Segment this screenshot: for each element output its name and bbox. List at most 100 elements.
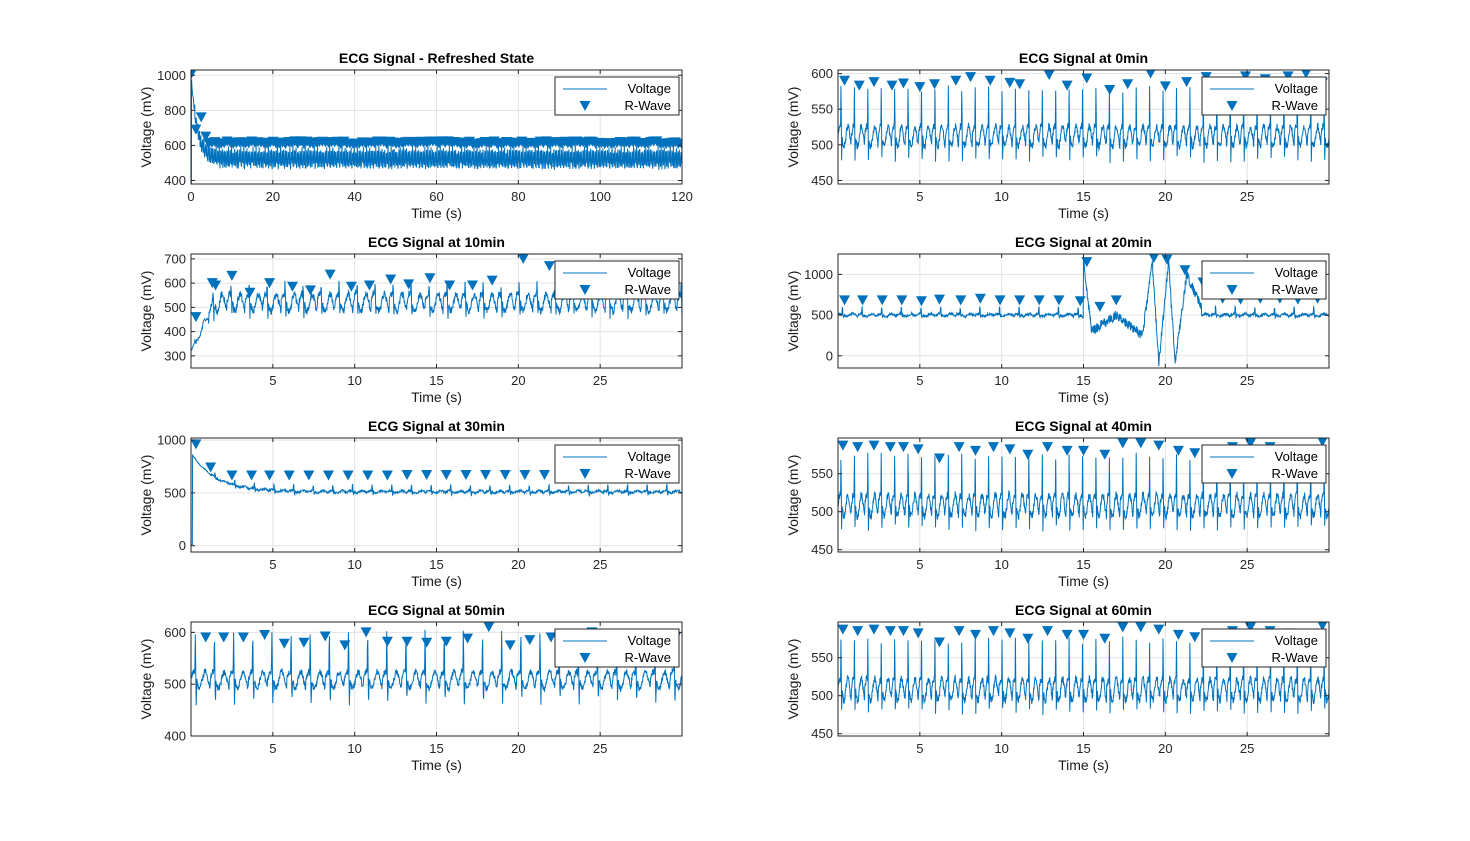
y-tick-label: 1000 [157,68,186,83]
rwave-marker [912,628,924,639]
rwave-marker [1078,629,1089,640]
rwave-marker [1014,295,1026,306]
rwave-marker [1244,438,1256,449]
rwave-marker [218,632,230,643]
rwave-marker [298,637,310,648]
x-tick-label: 5 [269,373,276,388]
x-axis-label: Time (s) [1058,573,1109,589]
x-tick-label: 15 [429,557,443,572]
y-tick-label: 450 [811,726,833,741]
rwave-marker [322,470,334,481]
x-tick-label: 25 [1240,741,1254,756]
rwave-marker [421,637,433,648]
voltage-series-line [838,85,1329,164]
rwave-marker [319,631,331,642]
x-tick-label: 20 [1158,189,1172,204]
legend-box [1201,444,1327,484]
legend: Voltage R-Wave [1201,628,1327,668]
chart-title: ECG Signal at 60min [1015,602,1152,618]
rwave-marker [403,279,415,290]
legend-rwave-label: R-Wave [1272,466,1318,481]
rwave-marker [264,470,276,481]
x-tick-label: 20 [511,557,525,572]
rwave-marker [480,469,492,480]
rwave-marker [915,296,927,307]
x-tick-label: 20 [1158,373,1172,388]
y-tick-label: 450 [811,173,833,188]
rwave-marker [1172,445,1184,456]
voltage-series-line [838,636,1329,716]
rwave-marker [504,640,516,651]
rwave-marker [897,442,909,453]
y-axis-label: Voltage (mV) [785,639,801,720]
rwave-marker [1161,254,1173,265]
rwave-marker [1153,440,1165,451]
x-axis-label: Time (s) [411,573,462,589]
x-tick-label: 15 [1076,373,1090,388]
legend-voltage-label: Voltage [628,81,671,96]
rwave-marker [210,280,222,291]
rwave-marker [499,469,511,480]
y-tick-label: 550 [811,466,833,481]
rwave-marker [1061,445,1073,456]
rwave-marker [933,453,945,464]
x-tick-label: 10 [994,557,1008,572]
subplot-t20: 5 10 15 20 25 0 500 1000 ECG Signal at 20min Time… [785,234,1330,405]
chart-title: ECG Signal at 0min [1019,50,1148,66]
rwave-marker [886,80,898,91]
rwave-marker [1145,70,1156,79]
rwave-marker [974,293,986,304]
rwave-marker [852,442,864,453]
y-tick-label: 0 [826,348,833,363]
y-tick-label: 600 [164,625,186,640]
rwave-marker [965,72,977,83]
rwave-marker [933,294,945,305]
rwave-marker [363,280,375,291]
rwave-marker [1117,622,1129,633]
rwave-marker [1022,449,1034,460]
x-tick-label: 15 [1076,189,1090,204]
x-tick-label: 25 [1240,189,1254,204]
y-tick-label: 550 [811,102,833,117]
x-tick-label: 25 [1240,557,1254,572]
rwave-marker [987,626,999,637]
y-tick-label: 500 [164,300,186,315]
rwave-marker [1022,633,1034,644]
rwave-marker [955,295,967,306]
legend-rwave-swatch [1226,653,1238,663]
rwave-marker [286,281,298,292]
x-tick-label: 10 [347,741,361,756]
rwave-marker [1061,80,1073,91]
rwave-marker [401,469,413,480]
rwave-marker [1148,254,1159,264]
legend-rwave-label: R-Wave [1272,650,1318,665]
rwave-marker [200,131,212,142]
rwave-marker [1159,81,1171,92]
rwave-marker [933,637,945,648]
y-tick-label: 400 [164,173,186,188]
x-axis-label: Time (s) [411,205,462,221]
y-tick-label: 550 [811,650,833,665]
legend-rwave-label: R-Wave [1272,282,1318,297]
x-tick-label: 5 [916,189,923,204]
legend-rwave-swatch [1226,101,1238,111]
rwave-marker [362,470,374,481]
y-axis-label: Voltage (mV) [785,455,801,536]
y-tick-label: 400 [164,324,186,339]
legend: Voltage R-Wave [1201,444,1327,484]
y-tick-label: 1000 [157,433,186,448]
x-tick-label: 10 [994,373,1008,388]
rwave-marker [237,632,249,643]
legend-voltage-label: Voltage [628,633,671,648]
rwave-marker [884,626,896,637]
voltage-series-line [191,79,682,184]
rwave-marker [1301,70,1311,79]
legend-voltage-label: Voltage [1275,449,1318,464]
x-tick-label: 5 [916,741,923,756]
x-tick-label: 25 [1240,373,1254,388]
rwave-marker [486,275,498,286]
rwave-marker [1004,444,1016,455]
x-tick-label: 15 [429,741,443,756]
rwave-marker [876,295,888,306]
x-tick-label: 10 [347,557,361,572]
